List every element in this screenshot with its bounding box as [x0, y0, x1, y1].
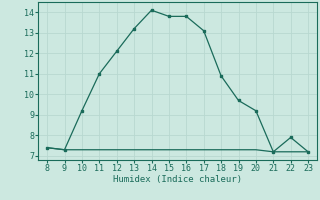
X-axis label: Humidex (Indice chaleur): Humidex (Indice chaleur): [113, 175, 242, 184]
